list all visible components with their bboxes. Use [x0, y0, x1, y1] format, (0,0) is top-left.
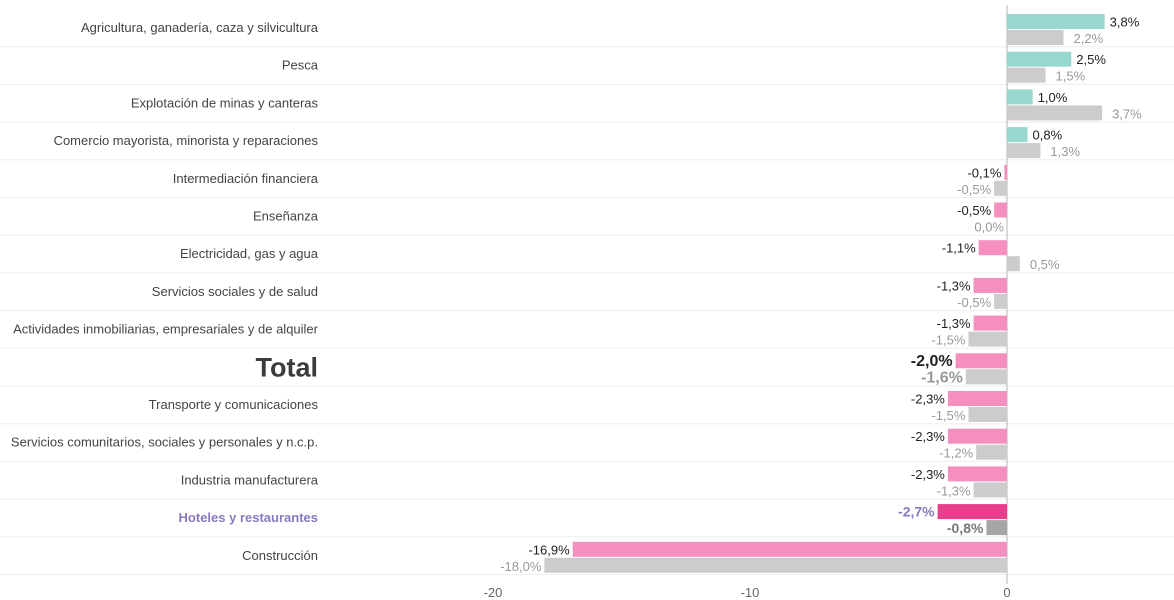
category-label: Servicios comunitarios, sociales y perso…: [11, 435, 318, 450]
bar-series2: [968, 331, 1007, 347]
bar-series2: [994, 180, 1007, 196]
data-label-series1: -2,3%: [911, 429, 945, 444]
category-label: Enseñanza: [253, 209, 319, 224]
category-label: Electricidad, gas y agua: [180, 246, 319, 261]
data-label-series1: -1,1%: [942, 241, 976, 256]
bar-series2: [976, 444, 1007, 460]
bar-series2: [1007, 105, 1103, 121]
data-label-series1: -2,7%: [898, 504, 935, 520]
data-label-series1: -2,3%: [911, 392, 945, 407]
data-label-series2: -1,6%: [921, 369, 963, 386]
bar-series2: [1007, 256, 1020, 272]
bar-series1: [978, 240, 1007, 256]
bar-series2: [994, 293, 1007, 309]
data-label-series2: -0,5%: [957, 182, 991, 197]
x-tick-label: -10: [741, 585, 760, 600]
data-label-series2: 1,5%: [1056, 69, 1086, 84]
bar-series1: [955, 353, 1007, 369]
bar-series2: [973, 482, 1007, 498]
data-label-series1: -1,3%: [937, 278, 971, 293]
data-label-series2: 1,3%: [1050, 144, 1080, 159]
data-label-series2: -0,5%: [957, 295, 991, 310]
bar-series1: [572, 541, 1007, 557]
bar-series2: [544, 557, 1007, 573]
category-label: Comercio mayorista, minorista y reparaci…: [54, 133, 319, 148]
data-label-series2: 0,5%: [1030, 257, 1060, 272]
bar-series2: [1007, 67, 1046, 83]
data-label-series2: -1,5%: [931, 333, 965, 348]
data-label-series2: 3,7%: [1112, 106, 1142, 121]
bar-series1: [994, 202, 1007, 218]
data-label-series1: -16,9%: [528, 542, 570, 557]
category-label: Construcción: [242, 548, 318, 563]
category-label: Industria manufacturera: [181, 472, 319, 487]
category-label: Transporte y comunicaciones: [149, 397, 319, 412]
bar-series2: [1007, 143, 1041, 159]
data-label-series1: 0,8%: [1033, 128, 1063, 143]
data-label-series1: -1,3%: [937, 316, 971, 331]
bar-series1: [947, 466, 1007, 482]
data-label-series1: -2,3%: [911, 467, 945, 482]
bar-series1: [973, 315, 1007, 331]
category-label: Actividades inmobiliarias, empresariales…: [13, 322, 319, 337]
bar-series1: [1007, 14, 1105, 29]
data-label-series1: 3,8%: [1110, 15, 1140, 30]
bar-series1: [947, 391, 1007, 406]
category-label: Pesca: [282, 58, 319, 73]
category-label: Intermediación financiera: [173, 171, 319, 186]
bar-series1: [1007, 127, 1028, 143]
data-label-series1: -0,1%: [967, 165, 1001, 180]
bar-series1: [1004, 164, 1007, 180]
x-tick-label: 0: [1003, 585, 1010, 600]
data-label-series1: 2,5%: [1076, 52, 1106, 67]
bar-series1: [1007, 51, 1072, 67]
data-label-series1: 1,0%: [1038, 90, 1068, 105]
bar-series1: [937, 504, 1007, 520]
data-label-series2: -0,8%: [947, 520, 984, 536]
data-label-series2: -1,3%: [937, 483, 971, 498]
data-label-series2: 2,2%: [1074, 31, 1104, 46]
data-label-series2: -18,0%: [500, 559, 542, 574]
bar-series2: [965, 369, 1007, 385]
bar-series2: [968, 407, 1007, 422]
data-label-series2: -1,2%: [939, 446, 973, 461]
category-label: Servicios sociales y de salud: [152, 284, 318, 299]
data-label-series2: -1,5%: [931, 408, 965, 423]
category-label: Hoteles y restaurantes: [179, 510, 318, 525]
category-label: Total: [256, 352, 319, 382]
data-label-series1: -0,5%: [957, 203, 991, 218]
category-label: Agricultura, ganadería, caza y silvicult…: [81, 20, 319, 35]
data-label-series2: 0,0%: [974, 220, 1004, 235]
bar-series1: [947, 428, 1007, 444]
bar-series1: [973, 277, 1007, 293]
x-tick-label: -20: [484, 585, 503, 600]
data-label-series1: -2,0%: [911, 353, 953, 370]
bar-series2: [986, 520, 1007, 536]
bar-series1: [1007, 89, 1033, 105]
category-label: Explotación de minas y canteras: [131, 95, 319, 110]
bar-series2: [1007, 30, 1064, 45]
